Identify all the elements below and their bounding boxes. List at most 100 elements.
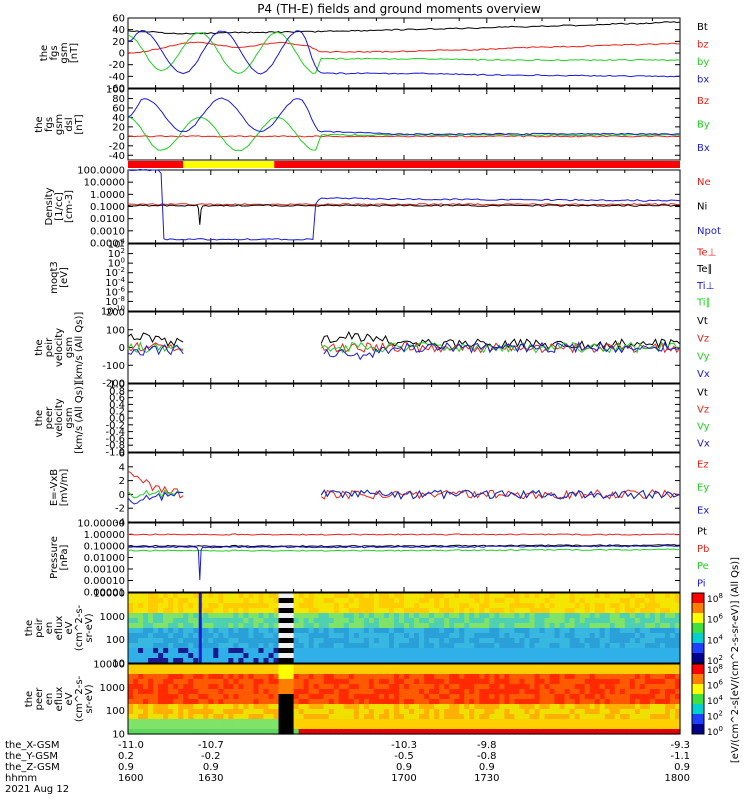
peer-eflux-cell [368,664,375,670]
peer-eflux-cell [253,729,260,735]
peir-eflux-cell [539,618,546,624]
peir-eflux-cell [223,633,229,639]
peir-eflux-cell [594,643,601,649]
peer-eflux-cell [484,679,490,685]
peir-eflux-cell [368,603,375,609]
peer-eflux-cell [614,664,621,670]
peir-eflux-cell [634,598,641,604]
peer-eflux-cell [624,729,631,735]
fgs-gsm-ylabel: [nT] [69,43,80,63]
peir-eflux-cell [554,658,561,664]
peer-eflux-cell [273,724,280,730]
peer-eflux-cell [624,724,631,730]
peer-eflux-cell [218,704,224,710]
peir-eflux-cell [248,608,255,614]
peir-eflux-cell [494,633,500,639]
peer-eflux-cell [419,709,425,715]
peir-eflux-cell [268,658,275,664]
peer-eflux-cell [343,714,350,720]
peir-eflux-cell [674,658,681,664]
peir-eflux-cell [479,593,485,599]
peer-eflux-cell [288,729,295,735]
peir-eflux-cell [303,643,310,649]
peer-eflux-cell [248,679,255,685]
peer-velocity-ytick-label: -0.4 [105,427,125,438]
peer-eflux-cell [544,709,551,715]
peir-eflux-cell [308,623,315,629]
peer-eflux-cell [398,664,405,670]
peer-eflux-cell [383,679,390,685]
peer-eflux-cell [153,689,159,695]
peir-eflux-cell [353,613,360,619]
peer-eflux-cell [574,684,581,690]
peir-eflux-cell [178,593,184,599]
peer-eflux-cell [138,684,144,690]
peir-eflux-cell [248,628,255,634]
peir-eflux-cell [459,638,465,644]
peir-eflux-cell [273,628,280,634]
peer-eflux-cell [639,679,646,685]
peer-eflux-cell [509,684,515,690]
peir-eflux-cell [409,643,415,649]
peer-eflux-cell [298,674,305,680]
peir-eflux-cell [298,633,305,639]
peir-eflux-cell [303,593,310,599]
peer-eflux-cell [669,664,676,670]
peir-eflux-cell [544,643,551,649]
peer-eflux-cell [584,674,591,680]
peir-eflux-cell [414,613,420,619]
peir-eflux-cell [203,643,209,649]
peer-eflux-cell [434,679,440,685]
peer-eflux-cell [233,669,239,675]
peir-eflux-cell [669,623,676,629]
peir-eflux-cell [238,603,245,609]
peir-eflux-cell [599,638,606,644]
peer-eflux-cell [188,664,194,670]
peer-eflux-cell [303,694,310,700]
fgs-gsm-dsl-series-By [127,116,681,152]
peer-eflux-cell [368,709,375,715]
density-series-Ne [127,203,681,206]
peir-eflux-cell [318,598,325,604]
peir-eflux-cell [624,643,631,649]
peir-eflux-cell [168,618,174,624]
peer-eflux-cell [549,689,556,695]
peer-eflux-cell [559,699,566,705]
peer-eflux-cell [624,704,631,710]
peer-eflux-cell [549,674,556,680]
peir-eflux-cell [383,618,390,624]
peer-eflux-cell [599,714,606,720]
peir-eflux-cell [489,628,495,634]
peir-eflux-cell [268,603,275,609]
peir-eflux-cell [414,638,420,644]
peir-eflux-cell [278,623,285,629]
peer-eflux-cell [634,669,641,675]
peir-eflux-cell [323,593,330,599]
peer-eflux-cell [574,724,581,730]
peer-eflux-cell [404,664,410,670]
peer-eflux-cell [434,699,440,705]
peir-eflux-cell [544,613,551,619]
peir-eflux-cell [404,648,410,654]
peir-eflux-cell [183,628,189,634]
peer-velocity-ylabel: [km/s (All Qs)] [74,382,85,454]
peer-eflux-cell [664,669,671,675]
peer-eflux-cell [484,694,490,700]
peer-eflux-cell [424,679,430,685]
peir-eflux-cell [303,618,310,624]
peir-eflux-cell [514,633,521,639]
peir-eflux-cell [148,598,154,604]
peir-eflux-cell [378,623,385,629]
peir-eflux-cell [514,648,521,654]
peir-eflux-cell [248,658,255,664]
peer-eflux-cell [228,714,234,720]
peer-eflux-cell [549,709,556,715]
peir-eflux-cell [353,623,360,629]
density-legend-Ni: Ni [697,202,707,213]
peir-eflux-cell [373,618,380,624]
peer-eflux-cell [634,709,641,715]
peir-eflux-cell [549,598,556,604]
peir-eflux-cell [308,633,315,639]
peir-eflux-cell [404,628,410,634]
peir-eflux-cell [228,598,234,604]
